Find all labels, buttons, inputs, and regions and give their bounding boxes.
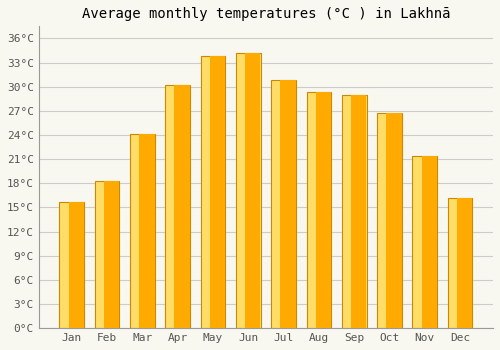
Bar [130, 134, 155, 328]
Bar [377, 113, 402, 328]
Title: Average monthly temperatures (°C ) in Lakhnā: Average monthly temperatures (°C ) in La… [82, 7, 450, 21]
Bar [271, 80, 296, 328]
Bar [236, 53, 260, 328]
Bar [316, 92, 331, 328]
Bar [94, 181, 120, 328]
Bar [139, 134, 154, 328]
Bar [422, 156, 437, 328]
Bar [457, 198, 472, 328]
Bar [245, 53, 260, 328]
Bar [166, 85, 190, 328]
Bar [306, 92, 331, 328]
Bar [386, 113, 402, 328]
Bar [104, 181, 119, 328]
Bar [200, 56, 226, 328]
Bar [351, 95, 366, 328]
Bar [448, 198, 472, 328]
Bar [60, 202, 84, 328]
Bar [174, 85, 190, 328]
Bar [210, 56, 225, 328]
Bar [342, 95, 366, 328]
Bar [412, 156, 437, 328]
Bar [280, 80, 295, 328]
Bar [68, 202, 84, 328]
